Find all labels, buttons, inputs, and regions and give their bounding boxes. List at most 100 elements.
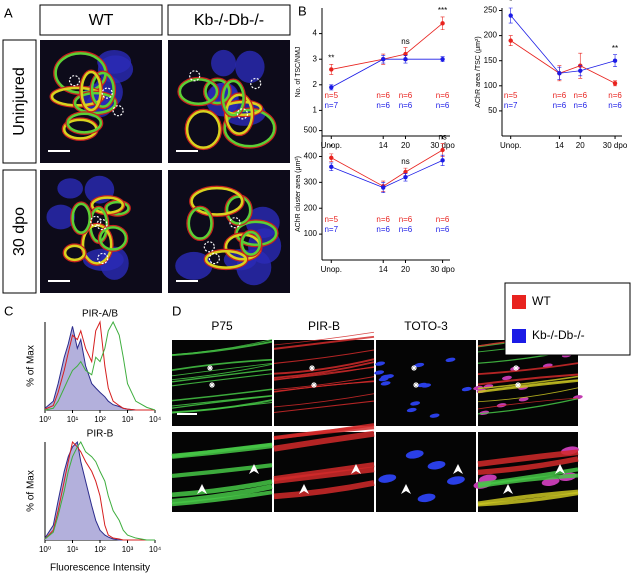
- receptor-loop: [203, 77, 232, 106]
- nucleus: [447, 476, 465, 485]
- nucleus: [445, 357, 456, 362]
- micrograph: [171, 432, 273, 512]
- fiber: [477, 449, 579, 468]
- n-label: n=6: [436, 215, 450, 224]
- receptor-loop: [234, 219, 279, 248]
- asterisk: [413, 382, 419, 388]
- x-tick-label: 10⁰: [39, 415, 51, 424]
- nucleus: [380, 381, 391, 386]
- fiber: [171, 443, 273, 459]
- data-point: [329, 67, 334, 72]
- cell-marker: [229, 217, 241, 229]
- y-tick-label: 200: [484, 31, 498, 40]
- n-label: n=5: [324, 91, 338, 100]
- y-tick-label: 250: [484, 6, 498, 15]
- y-axis-label: AChR cluster area (μm²): [295, 156, 302, 232]
- receptor-loop: [204, 78, 231, 105]
- fiber: [477, 379, 579, 393]
- n-label: n=6: [399, 225, 413, 234]
- data-point: [508, 38, 513, 43]
- asterisk: [311, 382, 317, 388]
- micrograph: [376, 432, 476, 512]
- significance-label: **: [612, 44, 618, 53]
- n-label: n=7: [324, 225, 338, 234]
- series-line: [44, 440, 155, 541]
- receptor-loop: [185, 109, 221, 149]
- n-label: n=6: [436, 91, 450, 100]
- column-header-box: [39, 4, 163, 36]
- fiber: [477, 375, 579, 390]
- fiber: [273, 393, 375, 408]
- cell-marker: [203, 241, 215, 253]
- fiber: [171, 358, 273, 371]
- fiber: [171, 363, 273, 377]
- panel-label: C: [4, 303, 13, 318]
- x-tick-label: Unop.: [500, 141, 521, 150]
- fiber: [273, 430, 375, 452]
- arrowhead: [503, 484, 513, 494]
- column-label: TOTO-3: [404, 319, 448, 333]
- significance-label: ns: [401, 37, 409, 46]
- arrowhead: [197, 484, 207, 494]
- fiber: [477, 456, 579, 476]
- receptor-loop: [63, 244, 86, 262]
- y-tick-label: 4: [313, 29, 318, 38]
- nucleus: [518, 397, 529, 402]
- n-label: n=6: [608, 91, 622, 100]
- receptor-loop: [62, 243, 87, 263]
- n-label: n=6: [399, 215, 413, 224]
- data-point: [612, 58, 618, 63]
- n-label: n=6: [573, 101, 587, 110]
- series-line: [44, 441, 155, 541]
- legend-label: WT: [532, 294, 551, 308]
- n-label: n=6: [376, 91, 390, 100]
- n-label: n=6: [608, 101, 622, 110]
- micrograph: [273, 423, 375, 512]
- column-label: PIR-B: [308, 319, 340, 333]
- n-label: n=6: [436, 225, 450, 234]
- series-line: [331, 149, 443, 187]
- nucleus: [82, 248, 124, 271]
- x-tick-label: 10⁴: [149, 545, 162, 554]
- asterisk: [209, 382, 215, 388]
- receptor-loop: [204, 250, 248, 269]
- n-label: n=6: [399, 91, 413, 100]
- x-tick-label: 20: [401, 265, 410, 274]
- column-label: P75: [211, 319, 233, 333]
- fiber: [477, 491, 579, 507]
- receptor-loop: [97, 224, 129, 252]
- y-tick-label: 3: [313, 54, 318, 63]
- x-tick-label: 20: [401, 141, 410, 150]
- n-label: n=6: [376, 101, 390, 110]
- series-line: [331, 58, 443, 88]
- n-label: n=6: [436, 101, 450, 110]
- receptor-loop: [221, 79, 245, 117]
- series-line: [44, 320, 156, 411]
- n-label: n=5: [504, 91, 518, 100]
- fiber: [477, 467, 579, 487]
- cell-marker: [112, 105, 124, 117]
- micrograph: [273, 331, 375, 426]
- fiber: [477, 362, 579, 376]
- column-header: Kb-/-Db-/-: [194, 12, 264, 29]
- data-point: [329, 164, 334, 170]
- arrowhead: [299, 484, 309, 494]
- micrograph: [168, 40, 290, 163]
- series-line: [510, 40, 616, 84]
- chart-title: PIR-A/B: [82, 309, 118, 320]
- significance-label: **: [328, 53, 334, 62]
- fiber: [273, 335, 375, 350]
- asterisk: [513, 365, 519, 371]
- data-point: [329, 155, 334, 160]
- y-tick-label: 400: [304, 152, 318, 161]
- y-axis-label: % of Max: [26, 470, 37, 512]
- x-axis-label: Fluorescence Intensity: [50, 563, 150, 574]
- cell-marker: [236, 108, 249, 120]
- legend-swatch: [512, 295, 526, 309]
- nucleus: [502, 375, 512, 381]
- y-tick-label: 200: [304, 203, 318, 212]
- fiber: [273, 380, 375, 393]
- receptor-loop: [79, 69, 104, 113]
- receptor-loop: [89, 70, 117, 110]
- legend-box: [504, 282, 631, 356]
